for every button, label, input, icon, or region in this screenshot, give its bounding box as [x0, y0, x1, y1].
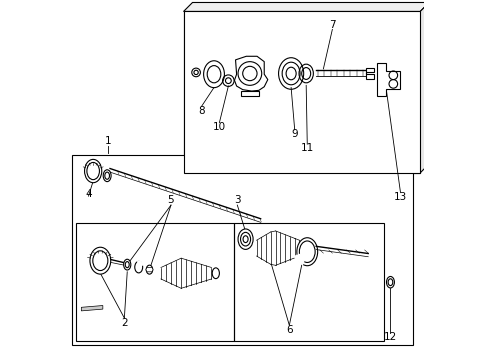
Polygon shape — [376, 63, 400, 96]
Polygon shape — [241, 91, 258, 96]
Polygon shape — [366, 68, 373, 78]
Ellipse shape — [146, 265, 152, 274]
Polygon shape — [419, 3, 428, 173]
Wedge shape — [294, 252, 306, 265]
Polygon shape — [183, 12, 419, 173]
Text: 8: 8 — [198, 106, 204, 116]
Text: 10: 10 — [212, 122, 225, 132]
Text: 1: 1 — [105, 136, 111, 145]
Text: 13: 13 — [393, 192, 407, 202]
Polygon shape — [81, 306, 102, 311]
Ellipse shape — [386, 276, 394, 288]
Polygon shape — [234, 56, 267, 91]
Polygon shape — [183, 3, 428, 12]
Text: 9: 9 — [291, 129, 297, 139]
Ellipse shape — [84, 159, 102, 183]
Text: 12: 12 — [383, 332, 396, 342]
Text: 11: 11 — [300, 143, 313, 153]
Text: 5: 5 — [167, 195, 174, 206]
Text: 7: 7 — [328, 20, 335, 30]
Polygon shape — [72, 155, 412, 345]
Ellipse shape — [90, 247, 110, 274]
Text: 4: 4 — [85, 189, 92, 199]
Ellipse shape — [296, 238, 317, 266]
Wedge shape — [138, 261, 143, 267]
Ellipse shape — [238, 229, 253, 249]
Polygon shape — [145, 267, 153, 272]
Text: 6: 6 — [285, 325, 292, 335]
Text: 3: 3 — [234, 195, 240, 206]
Circle shape — [238, 62, 261, 85]
Ellipse shape — [123, 259, 131, 270]
Polygon shape — [183, 12, 419, 173]
Text: 2: 2 — [121, 319, 127, 328]
Ellipse shape — [103, 170, 111, 181]
